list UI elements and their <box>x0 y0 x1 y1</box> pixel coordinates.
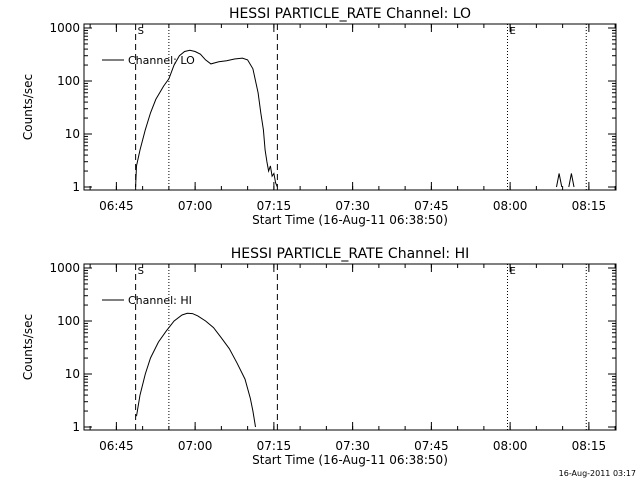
event-marker-label-lo: S <box>138 26 144 37</box>
x-tick-label-lo: 07:15 <box>257 199 292 213</box>
x-tick-label-hi: 07:45 <box>414 439 449 453</box>
x-tick-label-hi: 07:00 <box>178 439 213 453</box>
y-tick-label-hi: 1000 <box>49 261 80 275</box>
y-tick-label-lo: 1 <box>72 180 80 194</box>
x-tick-label-hi: 07:15 <box>257 439 292 453</box>
x-tick-label-lo: 07:45 <box>414 199 449 213</box>
chart-title-hi: HESSI PARTICLE_RATE Channel: HI <box>231 246 469 262</box>
x-tick-label-lo: 06:45 <box>99 199 134 213</box>
legend-label-hi: Channel: HI <box>128 294 192 307</box>
series-line-lo-1 <box>556 173 563 188</box>
x-tick-label-lo: 07:30 <box>335 199 370 213</box>
x-tick-label-hi: 08:00 <box>493 439 528 453</box>
event-marker-label-hi: S <box>138 266 144 277</box>
y-tick-label-lo: 10 <box>65 127 80 141</box>
event-marker-label-lo: E <box>510 26 516 37</box>
x-tick-label-lo: 08:15 <box>572 199 607 213</box>
series-line-lo-2 <box>568 173 575 188</box>
legend-label-lo: Channel: LO <box>128 54 195 67</box>
y-tick-label-hi: 10 <box>65 367 80 381</box>
event-marker-label-hi: E <box>510 266 516 277</box>
x-tick-label-lo: 07:00 <box>178 199 213 213</box>
y-axis-label-lo: Counts/sec <box>21 74 35 140</box>
chart-title-lo: HESSI PARTICLE_RATE Channel: LO <box>229 6 471 22</box>
x-tick-label-hi: 08:15 <box>572 439 607 453</box>
plot-frame-lo <box>83 23 617 191</box>
plot-frame-hi <box>83 263 617 431</box>
series-line-hi-0 <box>136 312 256 428</box>
y-tick-label-lo: 1000 <box>49 21 80 35</box>
y-tick-label-hi: 100 <box>57 314 80 328</box>
x-tick-label-lo: 08:00 <box>493 199 528 213</box>
y-tick-label-hi: 1 <box>72 420 80 434</box>
x-tick-label-hi: 07:30 <box>335 439 370 453</box>
plot-panel-lo: HESSI PARTICLE_RATE Channel: LO Counts/se… <box>21 6 617 227</box>
y-axis-label-hi: Counts/sec <box>21 314 35 380</box>
y-tick-label-lo: 100 <box>57 74 80 88</box>
x-tick-label-hi: 06:45 <box>99 439 134 453</box>
x-axis-label-hi: Start Time (16-Aug-11 06:38:50) <box>252 453 448 467</box>
plot-panel-hi: HESSI PARTICLE_RATE Channel: HI Counts/se… <box>21 246 617 467</box>
series-line-lo-0 <box>135 49 278 188</box>
plot-timestamp: 16-Aug-2011 03:17 <box>558 469 636 478</box>
x-axis-label-lo: Start Time (16-Aug-11 06:38:50) <box>252 213 448 227</box>
